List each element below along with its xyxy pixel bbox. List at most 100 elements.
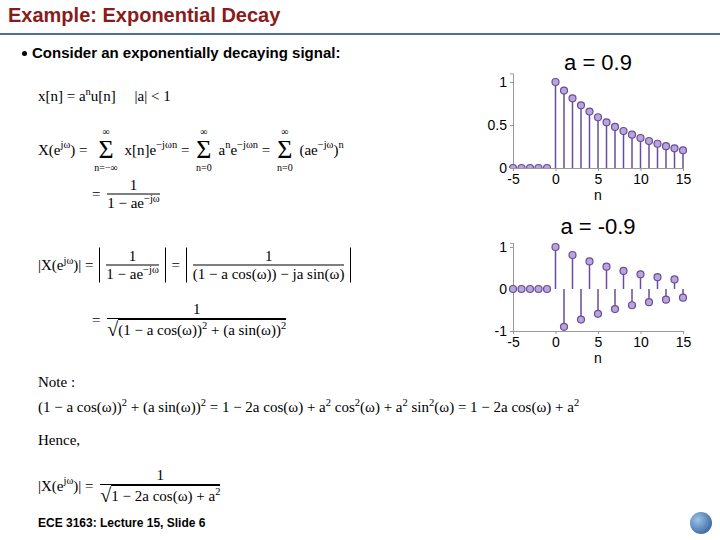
- y-tick-mark: [510, 289, 513, 290]
- sum-symbol: Σ: [277, 137, 292, 163]
- math-text: (1 − a cos(ω)): [118, 322, 202, 339]
- stem-line: [597, 117, 599, 168]
- x-tick-mark: [513, 331, 514, 334]
- math-text: |X(e: [38, 257, 64, 274]
- math-text: Note :: [38, 374, 75, 391]
- sum-upper-limit: ∞: [200, 127, 207, 137]
- x-tick-label: 10: [633, 171, 649, 187]
- stem-line: [665, 289, 667, 300]
- stem-marker: [561, 323, 568, 330]
- x-tick-label: 15: [676, 334, 692, 350]
- math-fraction: 1√1 − 2a cos(ω) + a2: [100, 467, 220, 505]
- title-rule: [0, 33, 720, 35]
- y-tick-label: -1: [495, 323, 508, 339]
- x-tick-label: 0: [552, 334, 560, 350]
- stem-marker: [680, 147, 687, 154]
- stem-line: [657, 144, 659, 168]
- stem-marker: [620, 128, 627, 135]
- stem-marker: [552, 79, 559, 86]
- stem-line: [597, 289, 599, 314]
- root-sign: √: [100, 485, 111, 505]
- stem-line: [640, 274, 642, 289]
- stem-line: [682, 150, 684, 168]
- x-tick-mark: [683, 168, 684, 171]
- sum-lower-limit: n=0: [196, 163, 212, 173]
- math-superscript: −jω: [318, 139, 334, 150]
- equation: |X(ejω)| = 1√1 − 2a cos(ω) + a2: [38, 467, 223, 505]
- fraction-denominator: √1 − 2a cos(ω) + a2: [100, 485, 220, 505]
- stem-marker: [654, 140, 661, 147]
- x-tick: 10: [633, 168, 649, 187]
- y-tick: 1: [499, 239, 513, 255]
- x-tick-label: -5: [507, 334, 520, 350]
- x-tick: 0: [552, 331, 560, 350]
- y-axis: 00.51: [488, 74, 514, 176]
- stem-marker: [595, 114, 602, 121]
- x-tick-mark: [598, 168, 599, 171]
- stem-line: [580, 289, 582, 320]
- stem-line: [589, 261, 591, 289]
- math-text: 1 − ae: [107, 195, 144, 212]
- math-text: 1: [130, 177, 138, 194]
- y-axis: -1 0 1: [495, 239, 514, 339]
- math-superscript: 2: [202, 320, 207, 331]
- chart-title: a = -0.9: [560, 214, 635, 239]
- bullet-dot: [22, 51, 27, 56]
- equation: = 11 − ae−jω: [92, 177, 163, 212]
- math-text: )| =: [73, 257, 97, 274]
- y-tick: 0.5: [488, 117, 513, 133]
- stem-marker: [680, 294, 687, 301]
- math-root: √1 − 2a cos(ω) + a2: [100, 485, 220, 505]
- stem-marker: [578, 316, 585, 323]
- math-text: =: [92, 186, 104, 203]
- math-superscript: 2: [201, 396, 206, 407]
- y-tick: 0: [499, 281, 513, 297]
- stem-line: [623, 131, 625, 168]
- math-text: =: [177, 142, 193, 159]
- y-tick-label: 0: [499, 281, 507, 297]
- math-superscript: −jω: [144, 192, 160, 203]
- stem-line: [648, 141, 650, 168]
- stem-marker: [629, 131, 636, 138]
- sum-lower-limit: n=0: [277, 163, 293, 173]
- math-superscript: n: [86, 85, 91, 96]
- sum-symbol: Σ: [196, 137, 211, 163]
- math-root: √(1 − a cos(ω))2 + (a sin(ω))2: [107, 319, 286, 339]
- y-tick: -1: [495, 323, 513, 339]
- stem-marker: [595, 310, 602, 317]
- y-tick-label: 1: [499, 74, 507, 90]
- x-axis-line: [514, 169, 684, 172]
- stem-line: [665, 146, 667, 168]
- stem-marker: [663, 143, 670, 150]
- x-tick: 5: [595, 331, 603, 350]
- math-text: 1 − ae: [106, 266, 143, 283]
- x-tick-label: 15: [676, 171, 692, 187]
- math-fraction: 11 − ae−jω: [107, 177, 160, 212]
- stem-line: [631, 289, 633, 305]
- stem-marker: [654, 274, 661, 281]
- stems: [510, 244, 687, 331]
- y-tick-mark: [510, 125, 513, 126]
- stem-marker: [544, 165, 551, 169]
- math-text: (ae: [296, 142, 318, 159]
- math-text: 1 − 2a cos(ω) + a: [111, 488, 215, 505]
- sum-lower-limit: n=−∞: [94, 163, 117, 173]
- stem-line: [648, 289, 650, 302]
- x-tick-mark: [641, 331, 642, 334]
- stem-marker: [603, 119, 610, 126]
- math-text: |X(e: [38, 478, 64, 495]
- stem-marker: [552, 244, 559, 251]
- x-tick: 0: [552, 168, 560, 187]
- y-tick-mark: [510, 168, 513, 169]
- math-text: )| =: [73, 478, 97, 495]
- math-text: cos: [331, 399, 355, 416]
- stem-marker: [527, 286, 534, 293]
- fraction-denominator: 1 − ae−jω: [106, 266, 159, 283]
- stem-line: [631, 135, 633, 168]
- stem-line: [614, 289, 616, 309]
- stem-line: [674, 279, 676, 289]
- x-tick-label: 10: [633, 334, 649, 350]
- stem-line: [555, 247, 557, 289]
- stem-marker: [569, 95, 576, 102]
- stem-marker: [535, 165, 542, 169]
